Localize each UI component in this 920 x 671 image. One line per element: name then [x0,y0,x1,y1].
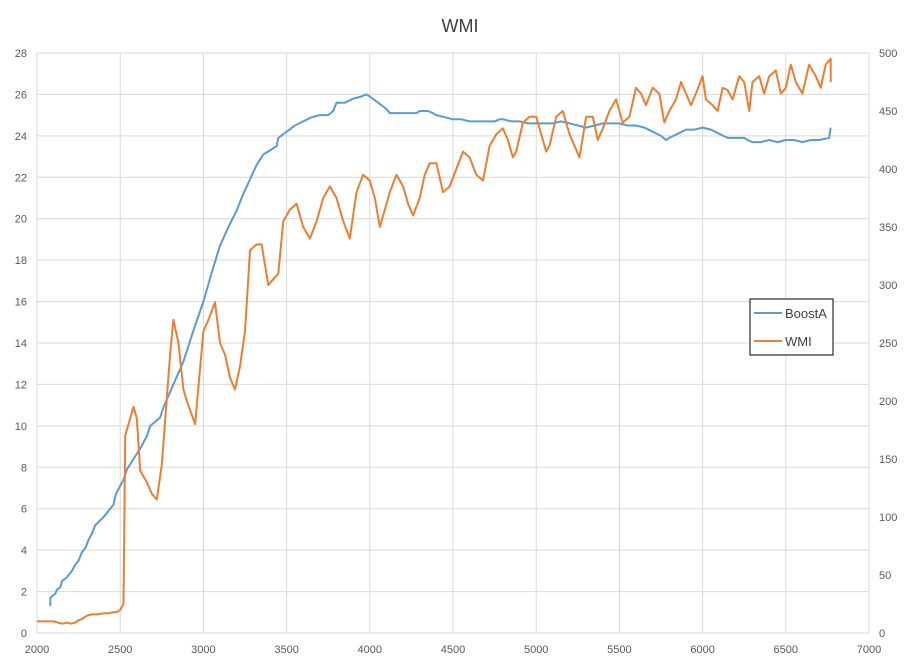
legend-label: BoostA [785,306,827,321]
x-tick-label: 3000 [191,644,215,656]
x-tick-label: 7000 [857,644,881,656]
x-tick-label: 4000 [358,644,382,656]
right-y-axis: 0 50 100 150 200 250 300 350 400 450 500 [879,48,897,640]
y2-tick-label: 500 [879,48,897,60]
series-lines [37,57,832,625]
y2-tick-label: 400 [879,164,897,176]
x-axis: 2000 2500 3000 3500 4000 4500 5000 5500 6000 6500… [25,644,881,656]
x-tick-label: 6500 [774,644,798,656]
y2-tick-label: 100 [879,512,897,524]
x-tick-label: 4500 [441,644,465,656]
series-line-boosta [49,93,832,607]
y-tick-label: 16 [15,297,27,309]
series-line-wmi [37,57,832,625]
y-tick-label: 26 [15,89,27,101]
y2-tick-label: 50 [879,570,891,582]
y-tick-label: 2 [21,587,27,599]
legend-box [749,298,834,356]
y-tick-label: 28 [15,48,27,60]
y2-tick-label: 150 [879,454,897,466]
y-tick-label: 12 [15,379,27,391]
y-tick-label: 0 [21,628,27,640]
x-tick-label: 2000 [25,644,49,656]
y2-tick-label: 300 [879,280,897,292]
x-tick-label: 2500 [108,644,132,656]
y2-tick-label: 250 [879,338,897,350]
legend: BoostA WMI [749,298,834,356]
y2-tick-label: 0 [879,628,885,640]
y-tick-label: 22 [15,172,27,184]
y-tick-label: 24 [15,131,27,143]
y-tick-label: 6 [21,504,27,516]
legend-label: WMI [785,334,812,349]
y2-tick-label: 450 [879,106,897,118]
y-tick-label: 18 [15,255,27,267]
y2-tick-label: 350 [879,222,897,234]
chart-title: WMI [442,16,479,36]
y-tick-label: 10 [15,421,27,433]
y-tick-label: 4 [21,545,27,557]
y2-tick-label: 200 [879,396,897,408]
x-tick-label: 5000 [524,644,548,656]
x-tick-label: 5500 [607,644,631,656]
x-tick-label: 3500 [274,644,298,656]
x-tick-label: 6000 [690,644,714,656]
y-tick-label: 20 [15,214,27,226]
y-tick-label: 14 [15,338,27,350]
gridlines [36,52,870,634]
y-tick-label: 8 [21,462,27,474]
